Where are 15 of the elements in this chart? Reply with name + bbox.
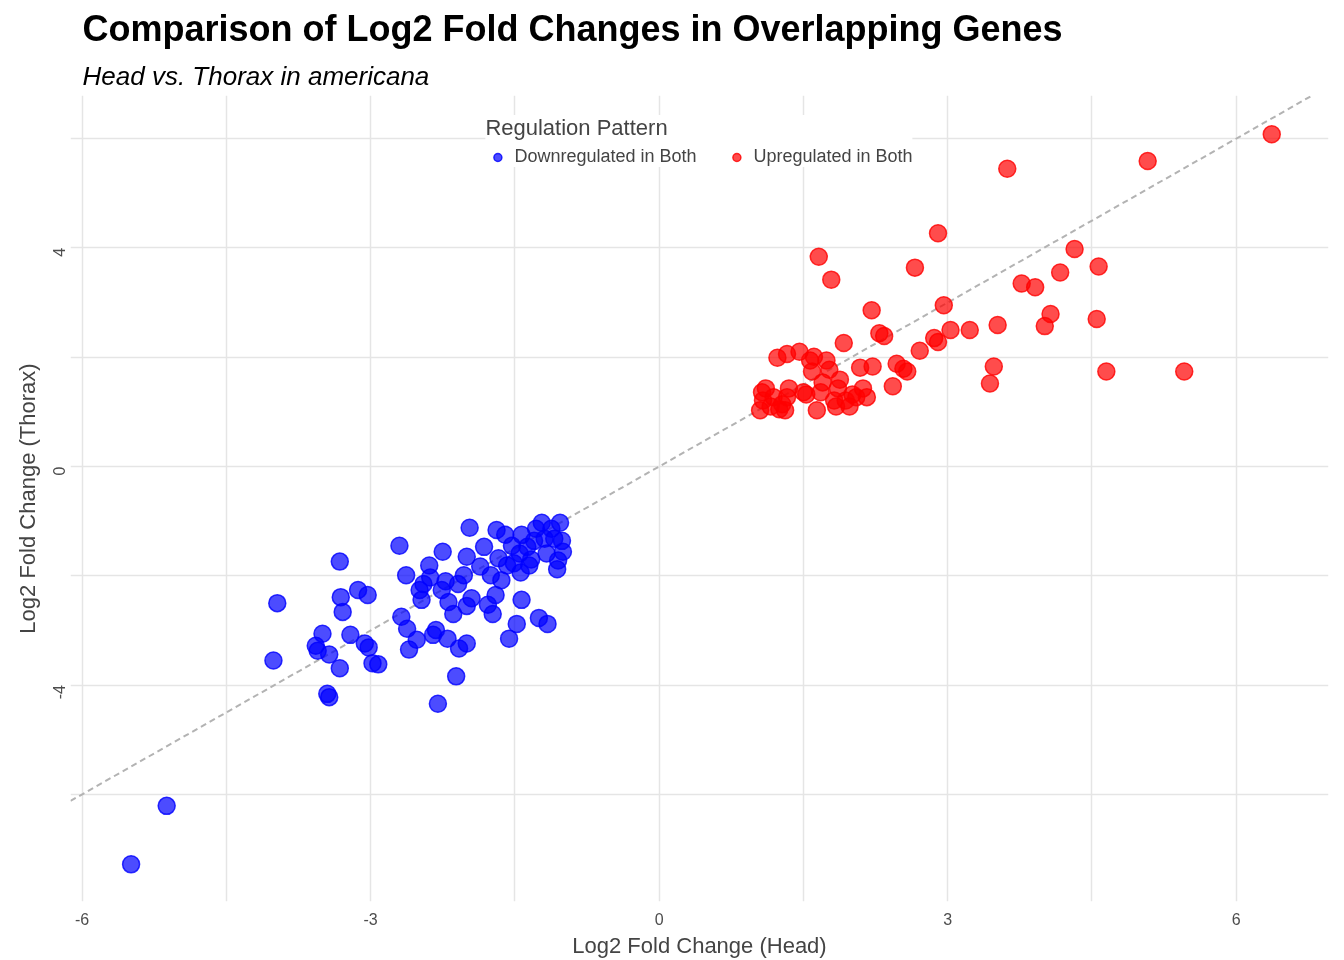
y-axis-title: Log2 Fold Change (Thorax) <box>14 363 40 634</box>
legend-label: Downregulated in Both <box>514 146 697 167</box>
x-tick-label: -3 <box>363 910 378 928</box>
x-tick-label: 3 <box>943 910 953 928</box>
legend-label: Upregulated in Both <box>753 146 913 167</box>
chart-title: Comparison of Log2 Fold Changes in Overlapping Genes <box>82 7 1063 49</box>
x-tick-label: 0 <box>654 910 664 928</box>
chart-subtitle: Head vs. Thorax in americana <box>82 60 430 91</box>
y-tick-label: 4 <box>51 247 69 257</box>
y-tick-label: -4 <box>51 685 69 700</box>
legend-title: Regulation Pattern <box>485 115 669 141</box>
x-tick-label: -6 <box>74 910 90 928</box>
y-tick-label: 0 <box>51 466 69 476</box>
x-tick-label: 6 <box>1231 910 1241 928</box>
x-axis-title: Log2 Fold Change (Head) <box>572 932 827 958</box>
